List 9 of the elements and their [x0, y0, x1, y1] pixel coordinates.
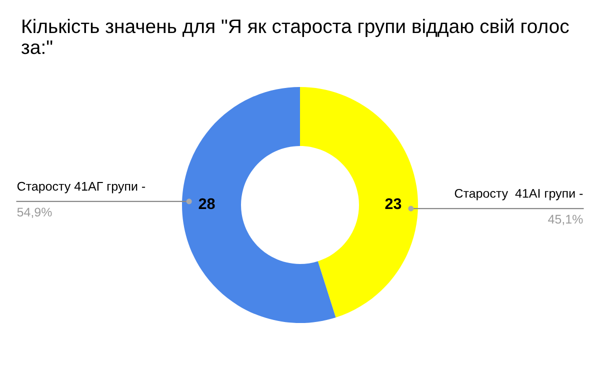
text: 54,9% [17, 208, 52, 218]
slice-label: Старосту 41АІ групи - [454, 188, 583, 200]
chart-title: Кількість значень для "Я як староста групи віддаю свій голос за:" [21, 18, 569, 54]
donut-slice [182, 87, 336, 323]
text: 45,1% [548, 214, 583, 226]
donut-slice [300, 87, 418, 318]
data-label: 28 [198, 198, 215, 210]
slice-label: Старосту 41АГ групи - [17, 182, 146, 194]
data-label: 23 [385, 198, 402, 210]
